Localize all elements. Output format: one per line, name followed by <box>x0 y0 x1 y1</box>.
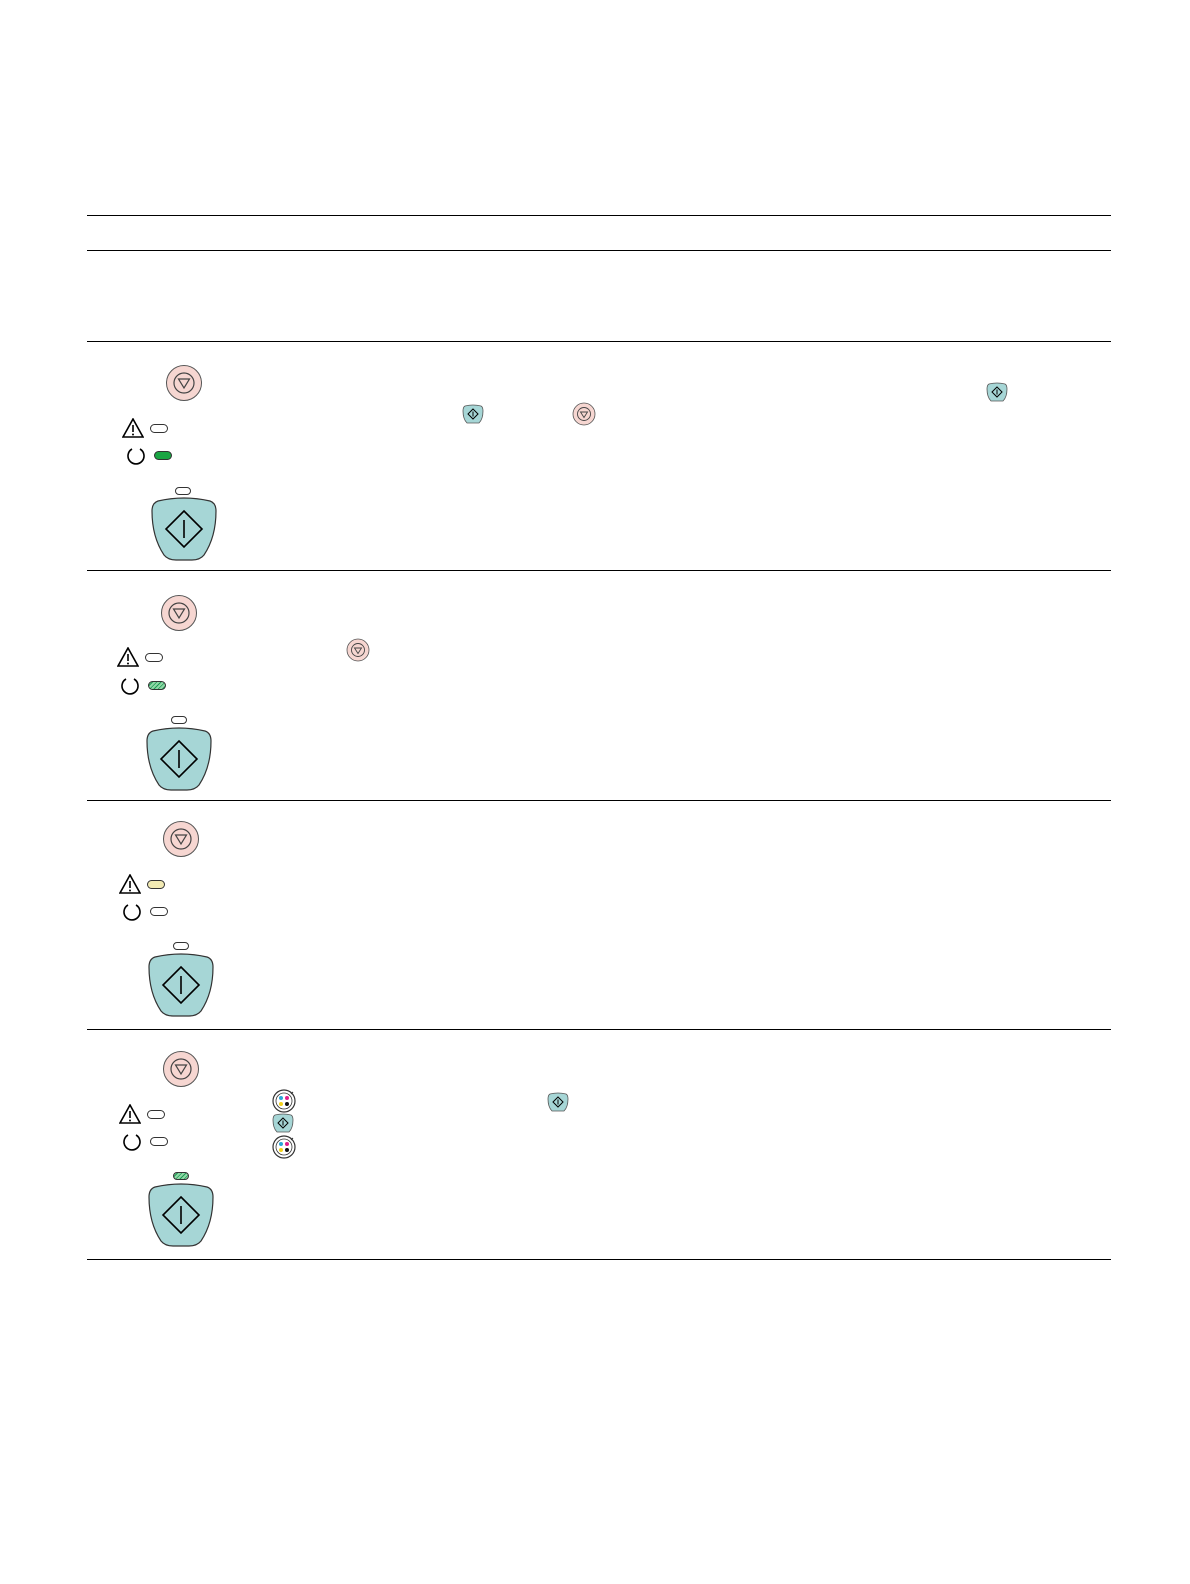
header-bottom-rule <box>87 250 1111 251</box>
attention-led <box>145 653 163 662</box>
resume-led <box>173 1172 189 1180</box>
row-divider <box>87 570 1111 571</box>
table-bottom-rule <box>87 1259 1111 1260</box>
attention-led <box>150 424 168 433</box>
attention-icon <box>119 874 141 894</box>
cancel-icon <box>163 821 199 857</box>
control-panel-illustration <box>118 364 238 574</box>
resume-icon <box>148 1183 214 1247</box>
power-icon <box>123 904 141 921</box>
resume-icon <box>148 953 214 1017</box>
row-divider <box>87 1029 1111 1030</box>
cancel-button-inline-icon <box>346 638 370 662</box>
resume-led <box>173 942 189 950</box>
power-icon <box>123 1134 141 1151</box>
resume-led <box>175 487 191 495</box>
attention-led <box>147 880 165 889</box>
attention-led <box>147 1110 165 1119</box>
attention-icon <box>119 1104 141 1124</box>
resume-button-inline-icon <box>547 1092 569 1112</box>
attention-icon <box>117 647 139 667</box>
control-panel-illustration <box>116 820 236 1030</box>
power-icon <box>127 448 145 465</box>
control-panel-illustration <box>114 594 234 804</box>
power-led <box>150 907 168 916</box>
power-led <box>148 681 166 690</box>
cancel-icon <box>166 365 202 401</box>
table-top-rule <box>87 215 1111 216</box>
attention-icon <box>122 418 144 438</box>
cancel-button-inline-icon <box>572 402 596 426</box>
power-icon <box>121 678 139 695</box>
resume-icon <box>146 727 212 791</box>
row-divider <box>87 800 1111 801</box>
cancel-icon <box>161 595 197 631</box>
cancel-icon <box>163 1051 199 1087</box>
resume-button-inline-icon <box>272 1113 294 1133</box>
print-cartridge-icon <box>272 1135 296 1159</box>
power-led <box>154 451 172 460</box>
resume-icon <box>151 497 217 561</box>
control-panel-illustration <box>116 1050 236 1260</box>
resume-button-inline-icon <box>462 404 484 424</box>
resume-button-inline-icon <box>986 382 1008 402</box>
row-divider <box>87 341 1111 342</box>
power-led <box>150 1137 168 1146</box>
print-cartridge-icon <box>272 1089 296 1113</box>
resume-led <box>171 716 187 724</box>
